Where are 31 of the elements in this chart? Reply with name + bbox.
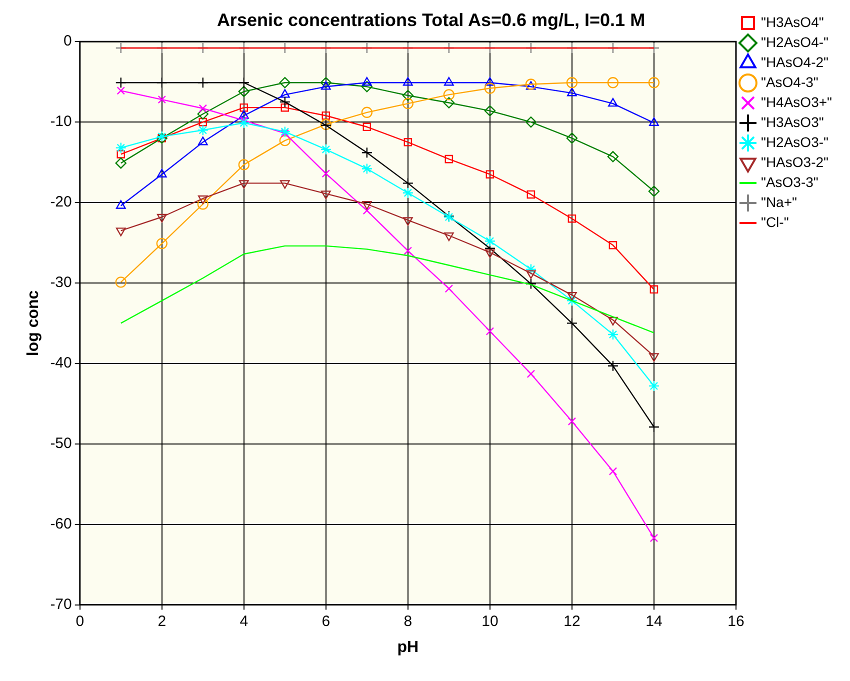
legend-label: "H3AsO4" — [760, 14, 824, 30]
legend-label: "HAsO3-2" — [760, 154, 829, 170]
y-tick-label: -60 — [50, 515, 72, 532]
x-tick-label: 10 — [482, 612, 498, 630]
legend-label: "AsO4-3" — [760, 74, 818, 90]
x-tick-label: 16 — [728, 612, 744, 630]
legend-label: "Na+" — [760, 194, 798, 210]
y-tick-label: -20 — [50, 194, 72, 211]
y-tick-label: -50 — [50, 435, 72, 452]
legend-label: "H2AsO3-" — [760, 134, 829, 150]
y-tick-label: -70 — [50, 596, 72, 613]
y-tick-label: -40 — [50, 354, 72, 372]
legend-label: "AsO3-3" — [760, 174, 818, 190]
legend-label: "H2AsO4-" — [760, 34, 829, 50]
x-tick-label: 8 — [404, 612, 412, 630]
y-tick-label: 0 — [64, 32, 72, 50]
x-tick-label: 6 — [322, 612, 330, 630]
legend-label: "HAsO4-2" — [760, 54, 829, 70]
x-tick-label: 2 — [158, 612, 166, 630]
x-tick-label: 14 — [646, 612, 662, 630]
y-axis-title: log conc — [25, 290, 42, 356]
x-tick-label: 0 — [76, 612, 84, 630]
x-axis-title: pH — [397, 638, 419, 656]
x-tick-label: 12 — [564, 612, 580, 630]
x-tick-label: 4 — [240, 612, 248, 630]
chart-title: Arsenic concentrations Total As=0.6 mg/L, I=0.1 M — [216, 10, 646, 30]
legend-label: "H3AsO3" — [760, 114, 824, 130]
legend-label: "Cl-" — [760, 214, 789, 230]
y-tick-label: -30 — [50, 274, 72, 292]
y-tick-label: -10 — [50, 113, 72, 130]
legend-label: "H4AsO3+" — [760, 94, 832, 110]
